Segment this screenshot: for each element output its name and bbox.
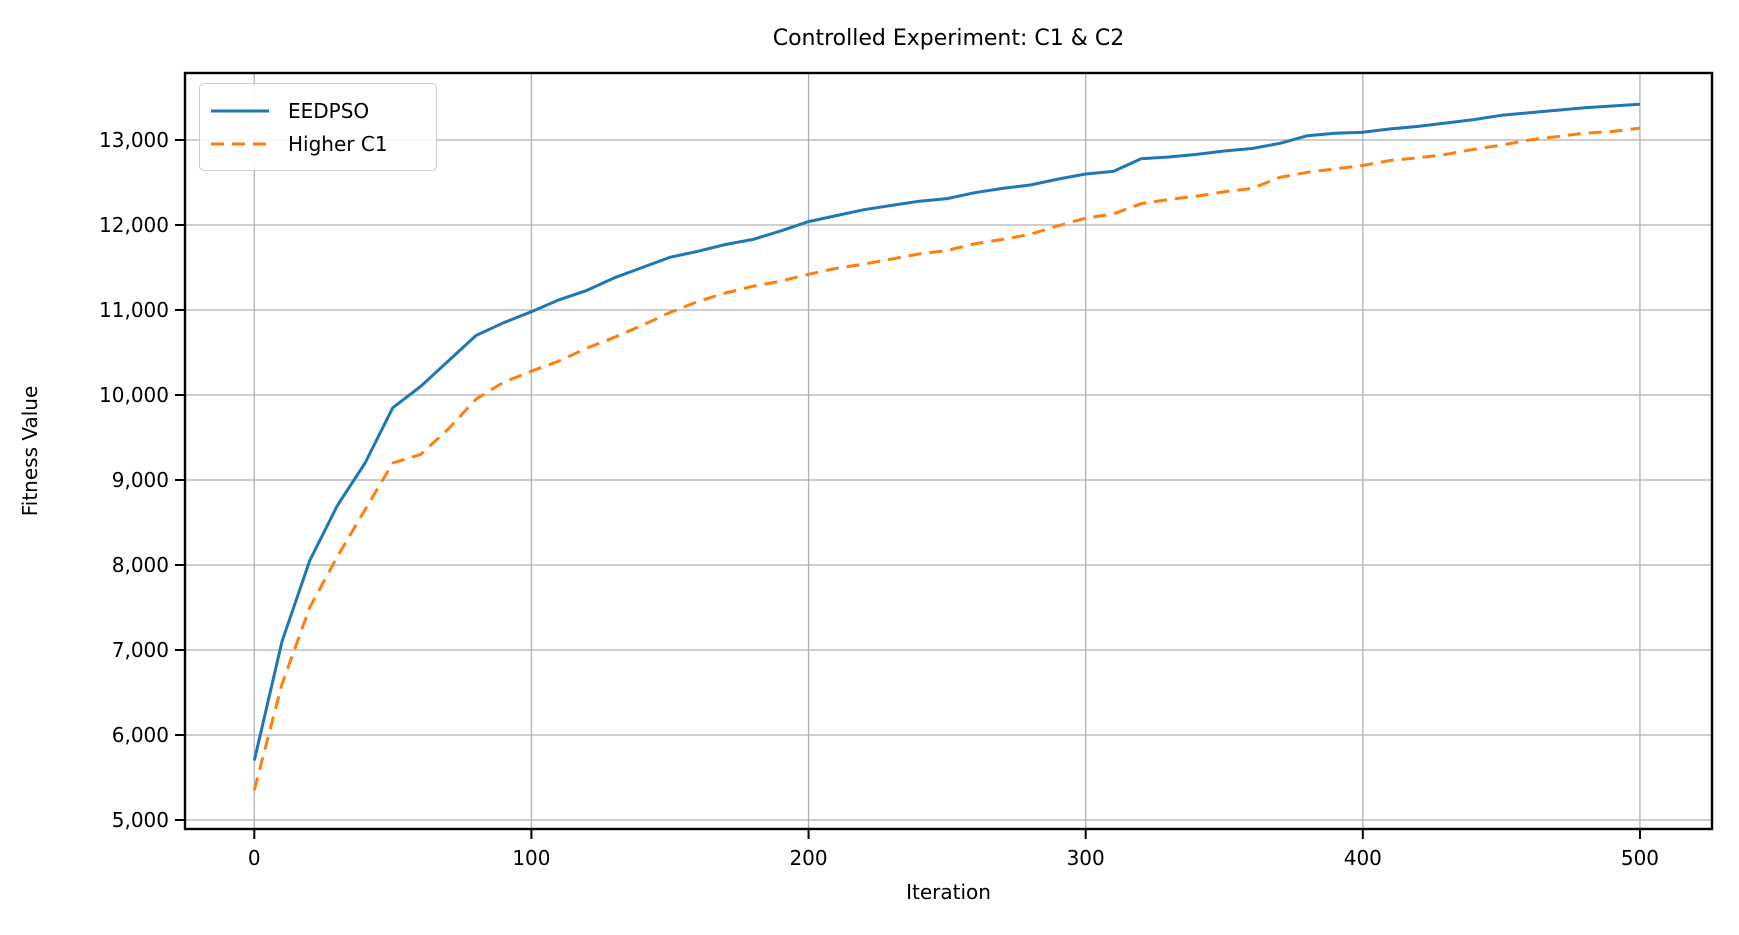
plot-frame bbox=[183, 71, 1714, 831]
legend-item-higher-c1: Higher C1 bbox=[210, 127, 424, 160]
y-tick-label: 13,000 bbox=[99, 128, 169, 152]
x-tick-label: 100 bbox=[512, 846, 550, 870]
legend-label: Higher C1 bbox=[288, 131, 388, 156]
y-tick-label: 8,000 bbox=[112, 553, 169, 577]
legend-line-dashed-icon bbox=[211, 142, 269, 145]
y-tick-label: 11,000 bbox=[99, 298, 169, 322]
x-tick-label: 300 bbox=[1067, 846, 1105, 870]
series-line-higher-c1 bbox=[252, 126, 1641, 791]
x-tick-label: 500 bbox=[1621, 846, 1659, 870]
x-axis-label: Iteration bbox=[906, 880, 991, 904]
x-tick-label: 400 bbox=[1344, 846, 1382, 870]
chart-title: Controlled Experiment: C1 & C2 bbox=[772, 26, 1125, 51]
x-tick-label: 0 bbox=[248, 846, 261, 870]
y-tick-label: 6,000 bbox=[112, 723, 169, 747]
y-tick-label: 5,000 bbox=[112, 808, 169, 832]
legend: EEDPSO Higher C1 bbox=[199, 83, 437, 171]
legend-label: EEDPSO bbox=[288, 98, 370, 123]
legend-line-solid-icon bbox=[211, 109, 269, 112]
legend-item-eedpso: EEDPSO bbox=[210, 94, 424, 127]
series-line-eedpso bbox=[252, 102, 1640, 761]
x-tick-label: 200 bbox=[789, 846, 827, 870]
y-tick-label: 12,000 bbox=[99, 213, 169, 237]
y-tick-label: 7,000 bbox=[112, 638, 169, 662]
y-tick-label: 9,000 bbox=[112, 468, 169, 492]
y-tick-label: 10,000 bbox=[99, 383, 169, 407]
